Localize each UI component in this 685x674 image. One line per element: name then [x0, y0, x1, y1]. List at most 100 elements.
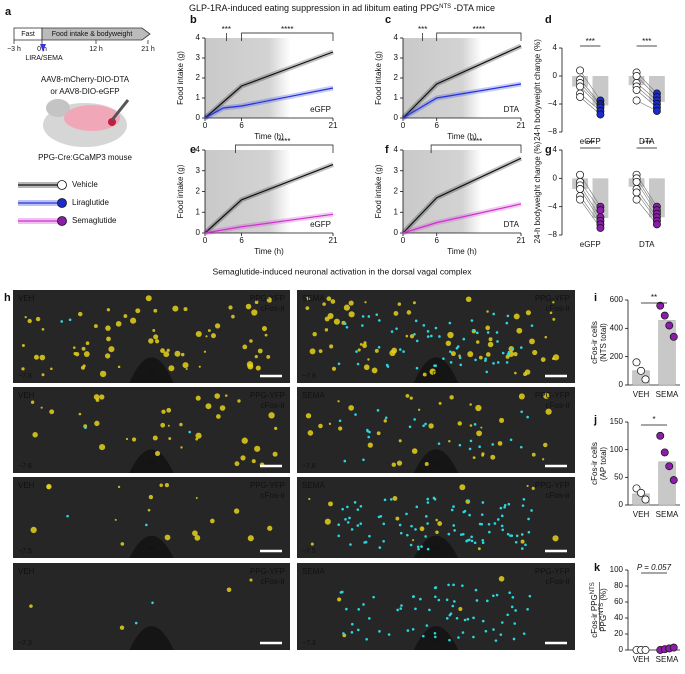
yfp-signal [409, 334, 415, 339]
cfos-signal [484, 629, 488, 633]
yfp-signal [147, 508, 151, 512]
yfp-signal [164, 483, 170, 488]
yfp-signal [226, 587, 232, 593]
yfp-signal [81, 346, 86, 351]
yfp-signal [359, 343, 363, 346]
data-point [632, 195, 641, 204]
x-tick-label: DTA [639, 137, 655, 146]
yfp-signal [50, 367, 53, 371]
yfp-signal [267, 525, 273, 531]
cfos-signal [68, 318, 72, 322]
yfp-signal [405, 334, 409, 338]
cfos-signal [492, 628, 495, 631]
cfos-signal [414, 319, 418, 323]
yfp-signal [94, 420, 100, 427]
cfos-signal [413, 418, 416, 421]
yfp-signal [78, 311, 83, 317]
cfos-signal [492, 594, 495, 598]
cfos-signal [468, 538, 471, 542]
cfos-signal [350, 631, 354, 634]
yfp-signal [268, 412, 275, 419]
cfos-signal [449, 361, 453, 364]
x-tick-label: 6 [434, 121, 439, 130]
yfp-signal [166, 348, 170, 352]
yfp-signal [307, 430, 314, 436]
time-label: −3 h [7, 46, 21, 53]
yfp-signal [108, 346, 115, 353]
yfp-signal [104, 353, 111, 359]
x-axis-label: Time (h) [254, 132, 284, 141]
cfos-signal [426, 501, 430, 504]
cfos-signal [468, 513, 471, 517]
yfp-signal [106, 336, 111, 342]
syringe [110, 99, 130, 121]
yfp-signal [308, 497, 311, 501]
yfp-signal [486, 310, 489, 313]
yfp-signal [424, 461, 429, 466]
yfp-signal [167, 424, 170, 427]
cfos-signal [66, 514, 69, 518]
data-point [632, 86, 641, 94]
cfos-signal [355, 350, 358, 353]
cfos-signal [474, 358, 477, 362]
cfos-signal [338, 419, 342, 423]
legend-dot [57, 216, 67, 226]
data-point [632, 358, 641, 367]
yfp-signal [525, 310, 531, 316]
y-axis-label: (AP total) [599, 447, 608, 481]
bregma-level: −7.6 [302, 463, 316, 470]
yfp-signal [514, 371, 517, 375]
data-point [576, 185, 585, 193]
channel-label: cFos-ir [261, 401, 286, 410]
yfp-signal [429, 368, 436, 375]
cfos-signal [408, 425, 412, 429]
yfp-signal [544, 335, 548, 339]
yfp-signal [391, 462, 396, 467]
yfp-signal [195, 497, 198, 500]
pair-line [579, 70, 601, 101]
data-point [576, 195, 585, 204]
cfos-signal [145, 523, 148, 527]
landmark-label: cc [148, 370, 156, 377]
cfos-signal [497, 518, 500, 521]
yfp-signal [214, 323, 221, 329]
yfp-signal [257, 348, 263, 354]
yfp-signal [30, 526, 37, 534]
text-segment: cFos-ir PPG [590, 594, 599, 638]
yfp-signal [389, 349, 396, 357]
yfp-signal [516, 327, 523, 334]
yfp-signal [458, 606, 463, 612]
yfp-signal [513, 351, 518, 357]
y-tick-label: 80 [614, 581, 623, 590]
yfp-signal [318, 349, 323, 354]
cfos-signal [386, 365, 390, 368]
cfos-signal [343, 459, 347, 463]
yfp-signal [207, 329, 211, 332]
significance: **** [278, 137, 290, 146]
cfos-signal [495, 593, 499, 597]
cfos-signal [481, 619, 485, 623]
yfp-signal [405, 393, 410, 398]
cfos-signal [414, 607, 417, 611]
yfp-signal [105, 325, 111, 331]
cfos-signal [339, 591, 343, 594]
yfp-signal [505, 354, 510, 359]
data-point [641, 646, 650, 654]
cfos-signal [442, 357, 445, 360]
yfp-signal [198, 365, 201, 368]
yfp-signal [518, 393, 525, 400]
yfp-signal [160, 422, 166, 428]
yfp-signal [331, 366, 337, 371]
x-tick-label: VEH [633, 510, 650, 519]
yfp-signal [240, 455, 246, 461]
yfp-signal [180, 446, 183, 449]
yfp-signal [83, 351, 90, 357]
cfos-signal [524, 543, 527, 547]
yfp-signal [475, 404, 482, 412]
yfp-signal [383, 419, 387, 423]
superscript: NTS [599, 603, 605, 615]
yfp-signal [318, 423, 323, 429]
cfos-signal [519, 346, 523, 349]
panel-letter: e [190, 144, 196, 156]
